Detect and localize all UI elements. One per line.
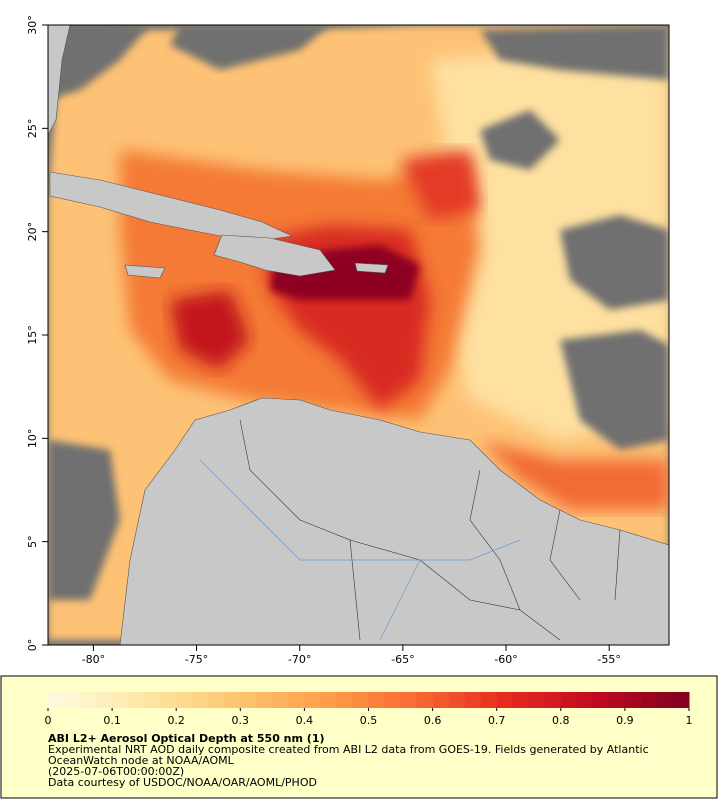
colorbar-tick-label: 0.3 (232, 714, 250, 727)
colorbar-cell (480, 692, 498, 708)
colorbar-tick-label: 0.1 (103, 714, 121, 727)
colorbar-cell (64, 692, 81, 708)
colorbar-cell (160, 692, 177, 708)
caption-line: OceanWatch node at NOAA/AOML (48, 754, 235, 767)
colorbar-cell (416, 692, 434, 708)
x-tick-label: -55° (597, 653, 620, 666)
colorbar-cell (80, 692, 97, 708)
colorbar-cell (176, 692, 193, 708)
colorbar-cell (640, 692, 658, 708)
colorbar-cell (320, 692, 337, 708)
y-tick-label: 30° (26, 15, 39, 35)
colorbar-cell (48, 692, 65, 708)
colorbar-cell (496, 692, 514, 708)
colorbar-tick-label: 0.7 (488, 714, 506, 727)
y-tick-label: 15° (26, 325, 39, 345)
y-tick-label: 5° (26, 535, 39, 548)
colorbar-tick-label: 0.4 (296, 714, 314, 727)
colorbar-cell (288, 692, 305, 708)
x-tick-label: -75° (185, 653, 208, 666)
colorbar-tick-label: 0.6 (424, 714, 442, 727)
colorbar-cell (192, 692, 209, 708)
colorbar-cell (432, 692, 450, 708)
colorbar-cell (624, 692, 642, 708)
colorbar-tick-label: 0.8 (552, 714, 570, 727)
colorbar-cell (576, 692, 594, 708)
colorbar-cell (512, 692, 530, 708)
colorbar-cell (400, 692, 418, 708)
colorbar-cell (672, 692, 690, 708)
y-tick-label: 20° (26, 222, 39, 242)
colorbar-cell (256, 692, 273, 708)
x-tick-label: -80° (82, 653, 105, 666)
x-tick-label: -65° (391, 653, 414, 666)
colorbar-tick-label: 0.9 (616, 714, 634, 727)
colorbar-cell (592, 692, 610, 708)
caption-line: (2025-07-06T00:00:00Z) (48, 765, 184, 778)
colorbar-cell (272, 692, 289, 708)
y-tick-label: 10° (26, 429, 39, 449)
colorbar-cell (304, 692, 321, 708)
colorbar-cell (224, 692, 241, 708)
colorbar-cell (448, 692, 466, 708)
colorbar-cell (656, 692, 674, 708)
colorbar-cell (384, 692, 402, 708)
colorbar-tick-label: 0.2 (167, 714, 185, 727)
caption-line: Experimental NRT AOD daily composite cre… (48, 743, 649, 756)
colorbar-cell (608, 692, 626, 708)
colorbar-cell (112, 692, 129, 708)
map-image (48, 25, 669, 645)
caption-line: Data courtesy of USDOC/NOAA/OAR/AOML/PHO… (48, 776, 317, 789)
colorbar-cell (352, 692, 369, 708)
colorbar-tick-label: 0 (45, 714, 52, 727)
x-tick-label: -70° (288, 653, 311, 666)
colorbar-cell (544, 692, 562, 708)
colorbar-cell (560, 692, 578, 708)
colorbar-cell (528, 692, 546, 708)
caption-title: ABI L2+ Aerosol Optical Depth at 550 nm … (48, 732, 325, 745)
colorbar-cell (368, 692, 386, 708)
y-tick-label: 25° (26, 119, 39, 139)
colorbar-tick-label: 0.5 (360, 714, 378, 727)
colorbar-cell (336, 692, 353, 708)
y-tick-label: 0° (26, 639, 39, 652)
colorbar-cell (96, 692, 113, 708)
x-tick-label: -60° (494, 653, 517, 666)
colorbar-tick-label: 1 (686, 714, 693, 727)
colorbar-cell (208, 692, 225, 708)
colorbar-cell (128, 692, 145, 708)
colorbar-cell (240, 692, 257, 708)
colorbar-cell (144, 692, 161, 708)
colorbar-cell (464, 692, 482, 708)
